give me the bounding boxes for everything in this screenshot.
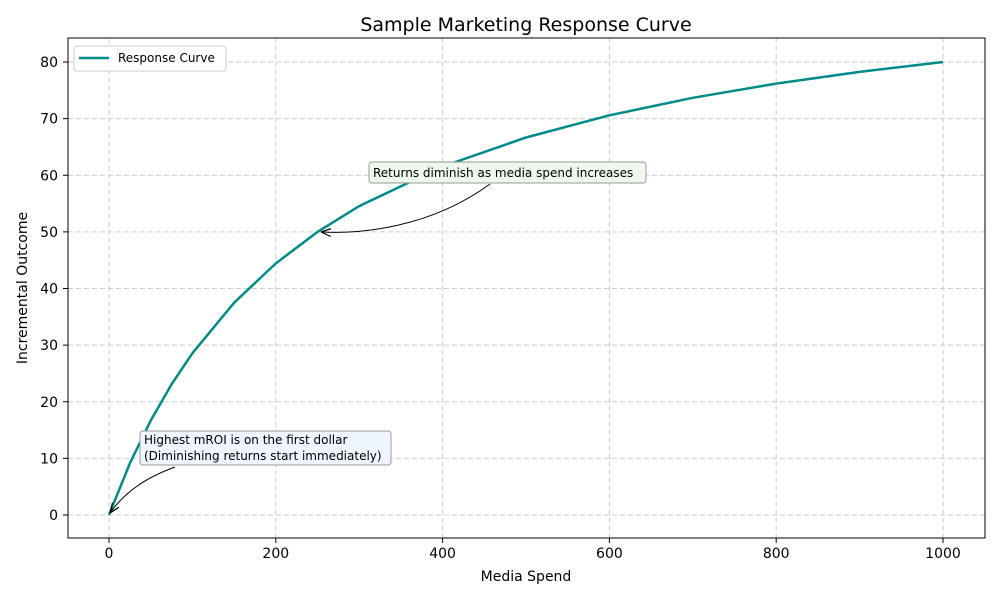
series-line-response-curve bbox=[107, 60, 944, 516]
annotation-first-dollar: Highest mROI is on the first dollar (Dim… bbox=[110, 430, 392, 513]
legend: Response Curve bbox=[73, 45, 227, 72]
legend-label: Response Curve bbox=[118, 51, 215, 65]
y-tick-label: 60 bbox=[40, 168, 58, 184]
x-tick-label: 0 bbox=[105, 546, 114, 562]
annotation-arrow bbox=[110, 466, 176, 513]
axes-frame bbox=[67, 37, 986, 539]
x-axis-label: Media Spend bbox=[481, 569, 572, 585]
annotation-box bbox=[139, 430, 392, 466]
x-tick-label: 200 bbox=[262, 546, 289, 562]
y-tick-label: 70 bbox=[40, 112, 58, 128]
annotation-box bbox=[368, 161, 647, 184]
y-tick-label: 10 bbox=[40, 451, 58, 467]
y-tick-label: 20 bbox=[40, 395, 58, 411]
annotation-text-line-2: (Diminishing returns start immediately) bbox=[144, 449, 382, 463]
y-tick-label: 80 bbox=[40, 55, 58, 71]
annotation-arrow bbox=[321, 183, 491, 232]
x-tick-label: 400 bbox=[429, 546, 456, 562]
legend-box bbox=[73, 45, 227, 72]
x-tick-label: 1000 bbox=[925, 546, 961, 562]
annotation-diminishing: Returns diminish as media spend increase… bbox=[321, 161, 647, 232]
y-axis-label: Incremental Outcome bbox=[15, 212, 31, 364]
annotation-text: Returns diminish as media spend increase… bbox=[373, 166, 633, 180]
y-tick-label: 30 bbox=[40, 338, 58, 354]
y-tick-label: 0 bbox=[49, 508, 58, 524]
annotation-text-line-1: Highest mROI is on the first dollar bbox=[144, 433, 347, 447]
x-tick-label: 800 bbox=[763, 546, 790, 562]
x-tick-label: 600 bbox=[596, 546, 623, 562]
y-tick-label: 40 bbox=[40, 282, 58, 298]
chart-title: Sample Marketing Response Curve bbox=[360, 14, 691, 36]
y-tick-label: 50 bbox=[40, 225, 58, 241]
ticks: 0 200 400 600 800 1000 0 10 20 30 40 50 60 70 80 bbox=[40, 55, 961, 562]
